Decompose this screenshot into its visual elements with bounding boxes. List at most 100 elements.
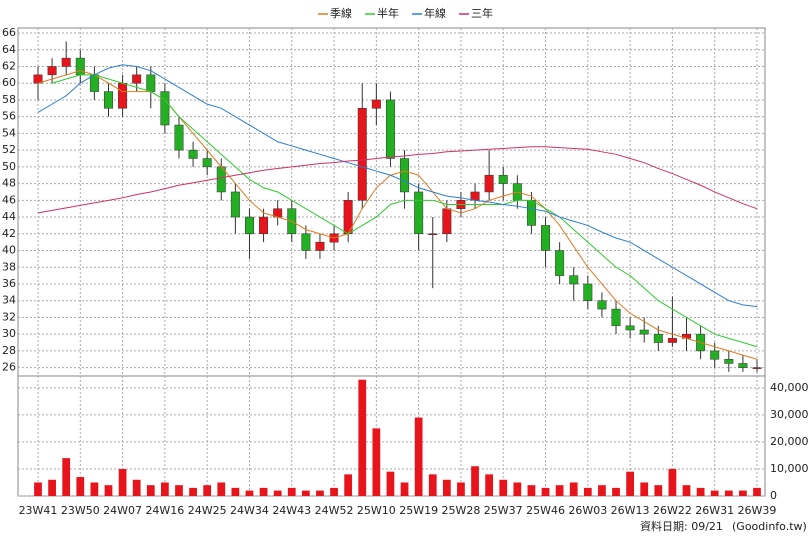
volume-bar — [273, 490, 282, 496]
volume-bar — [640, 482, 649, 496]
y-tick-label: 66 — [2, 26, 16, 39]
candle-body — [89, 74, 99, 92]
x-tick-label: 24W43 — [272, 504, 311, 517]
volume-bar — [696, 487, 705, 496]
legend-label: 年線 — [424, 6, 446, 20]
candle-body — [597, 300, 607, 310]
volume-bar — [541, 487, 550, 496]
candle-body — [442, 208, 452, 235]
ma-line — [37, 64, 758, 308]
x-tick-label: 24W07 — [103, 504, 142, 517]
volume-bar — [583, 487, 592, 496]
footer-date: 資料日期: 09/21 — [640, 519, 723, 533]
volume-bar — [48, 479, 56, 496]
volume-bar — [76, 477, 85, 496]
candle-body — [118, 82, 128, 109]
volume-bar — [499, 479, 508, 496]
candle-body — [174, 124, 184, 151]
y2-tick-label: 0 — [770, 489, 777, 502]
candle-body — [385, 99, 395, 159]
volume-bar — [175, 485, 183, 496]
y2-tick-label: 40,000 — [770, 381, 808, 394]
y-tick-label: 50 — [2, 160, 16, 173]
volume-bar — [104, 485, 113, 496]
candle-body — [104, 91, 113, 109]
candle-body — [188, 149, 198, 159]
x-tick-label: 24W34 — [230, 504, 269, 517]
x-tick-label: 25W28 — [442, 504, 481, 517]
x-tick-label: 26W39 — [738, 504, 777, 517]
volume-bar — [527, 485, 536, 496]
y-tick-label: 64 — [2, 43, 16, 56]
candle-body — [526, 200, 536, 226]
y-tick-label: 56 — [2, 110, 16, 123]
volume-bar — [414, 417, 423, 496]
volume-bar — [287, 487, 296, 496]
volume-bar — [161, 482, 169, 496]
volume-bar — [485, 474, 494, 496]
volume-bar — [555, 485, 564, 496]
ma-line — [51, 74, 758, 348]
x-tick-label: 23W41 — [19, 504, 58, 517]
candle-body — [639, 329, 649, 335]
x-tick-label: 24W52 — [315, 504, 354, 517]
x-tick-label: 26W03 — [568, 504, 607, 517]
volume-bar — [513, 482, 522, 496]
volume-bar — [569, 482, 578, 496]
candle-body — [470, 191, 480, 201]
y-tick-label: 48 — [2, 177, 16, 190]
volume-bar — [217, 482, 226, 496]
volume-bar — [316, 490, 324, 496]
x-tick-label: 25W46 — [526, 504, 565, 517]
volume-bar — [330, 487, 338, 496]
volume-bar — [442, 479, 451, 496]
candle-body — [132, 74, 142, 84]
volume-bar — [471, 466, 479, 496]
volume-bar — [724, 490, 733, 496]
y-tick-label: 46 — [2, 193, 16, 206]
candle-body — [61, 57, 71, 67]
volume-bar — [753, 487, 761, 496]
candle-body — [301, 233, 311, 251]
candle-body — [202, 158, 212, 168]
volume-bar — [612, 487, 620, 496]
y-tick-label: 38 — [2, 260, 16, 273]
candle-body — [428, 233, 438, 236]
candle-body — [724, 359, 734, 364]
volume-bar — [739, 490, 747, 496]
candle-body — [667, 338, 677, 343]
x-tick-label: 25W19 — [399, 504, 438, 517]
volume-bar — [457, 482, 465, 496]
candle-body — [738, 363, 748, 368]
volume-bar — [682, 485, 691, 496]
volume-bar — [203, 485, 212, 496]
legend-label: 季線 — [330, 6, 352, 20]
candle-body — [653, 333, 663, 343]
ma-line — [37, 146, 758, 214]
y-tick-label: 34 — [2, 294, 16, 307]
candle-body — [611, 308, 621, 327]
y-tick-label: 36 — [2, 277, 16, 290]
x-tick-label: 24W16 — [145, 504, 184, 517]
y2-tick-label: 20,000 — [770, 435, 808, 448]
y2-tick-label: 30,000 — [770, 408, 808, 421]
candle-body — [569, 275, 579, 285]
candle-body — [75, 57, 85, 76]
y-tick-label: 58 — [2, 93, 16, 106]
x-tick-label: 26W22 — [653, 504, 692, 517]
volume-bar — [90, 482, 99, 496]
x-tick-label: 24W25 — [188, 504, 227, 517]
volume-bar — [710, 490, 719, 496]
candle-body — [400, 158, 410, 193]
y-tick-label: 54 — [2, 126, 16, 139]
volume-bar — [189, 487, 197, 496]
candle-body — [625, 325, 635, 331]
candle-body — [315, 241, 325, 251]
x-tick-label: 26W31 — [695, 504, 734, 517]
volume-bar — [358, 379, 367, 496]
volume-bar — [132, 479, 141, 496]
candle-body — [371, 99, 381, 109]
volume-bar — [118, 468, 127, 496]
volume-bar — [231, 487, 240, 496]
candle-body — [498, 174, 508, 184]
